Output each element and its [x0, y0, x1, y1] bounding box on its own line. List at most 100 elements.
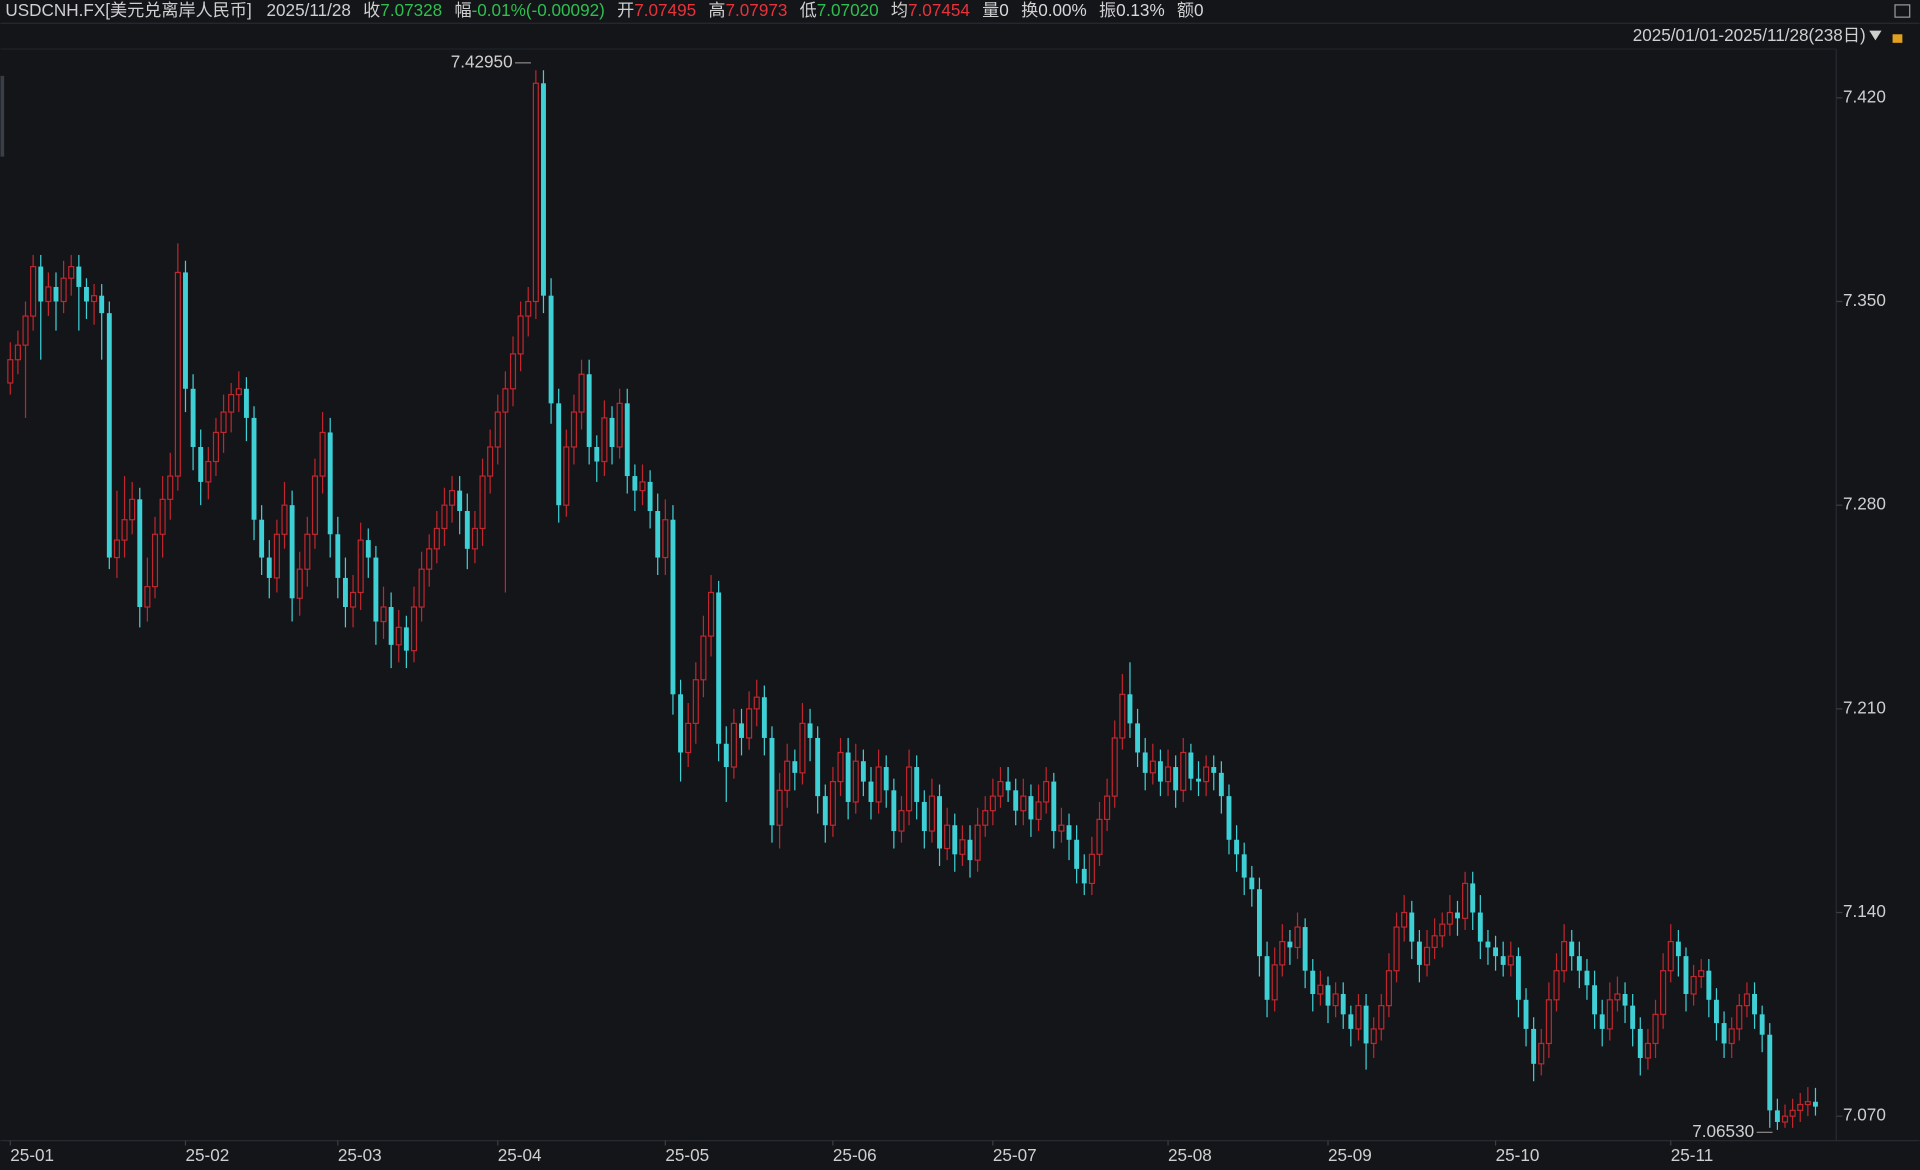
- candle-body: [784, 760, 791, 791]
- candle-body: [281, 504, 288, 535]
- candle-body: [388, 607, 394, 645]
- candle-body: [1439, 923, 1446, 937]
- candle-body: [395, 626, 402, 646]
- field-label: 幅: [454, 0, 471, 20]
- candle-body: [1013, 790, 1019, 811]
- candle-body: [1416, 941, 1422, 965]
- candle-body: [113, 539, 120, 559]
- candle-body: [1051, 781, 1057, 832]
- annotation-label: 7.06530: [1692, 1121, 1754, 1141]
- candle-body: [1058, 824, 1065, 832]
- candle-body: [273, 533, 280, 579]
- candle-body: [121, 519, 128, 541]
- candle-body: [1553, 970, 1560, 1001]
- field-label: 高: [708, 0, 725, 20]
- candle-body: [426, 548, 433, 570]
- candle-body: [1294, 926, 1301, 949]
- candle-body: [753, 696, 760, 710]
- date-range[interactable]: 2025/01/01-2025/11/28(238日): [1633, 25, 1866, 45]
- range-dropdown[interactable]: [1869, 30, 1882, 41]
- candle-body: [373, 557, 379, 622]
- candle-body: [1736, 1005, 1743, 1030]
- candle-body: [898, 810, 905, 832]
- candle-body: [655, 510, 661, 558]
- candle-body: [99, 295, 105, 314]
- candle-body: [174, 271, 181, 477]
- candle-body: [921, 801, 927, 832]
- candle-body: [891, 790, 897, 832]
- candle-body: [1127, 694, 1133, 724]
- candle-body: [837, 751, 844, 783]
- y-tick-label: 7.280: [1843, 494, 1886, 514]
- candle-body: [517, 315, 524, 355]
- candle-body: [914, 767, 920, 802]
- candle-body: [739, 723, 744, 738]
- candle-body: [1523, 999, 1529, 1029]
- candle-body: [1767, 1034, 1773, 1111]
- candle-body: [662, 519, 669, 559]
- candle-body: [159, 498, 166, 535]
- field-value: 7.07328: [380, 0, 442, 20]
- candle-body: [1797, 1103, 1804, 1111]
- candle-body: [190, 388, 196, 447]
- candle-body: [563, 446, 570, 506]
- candle-body: [1355, 1005, 1362, 1030]
- candle-body: [1035, 801, 1042, 821]
- x-tick-label: 25-10: [1496, 1145, 1540, 1165]
- candle-body: [1173, 767, 1179, 791]
- candle-body: [403, 627, 409, 651]
- candle-body: [1157, 761, 1163, 782]
- field-label: 低: [800, 0, 817, 20]
- x-tick-label: 25-07: [993, 1145, 1037, 1165]
- candle-body: [1470, 883, 1476, 913]
- candle-body: [570, 411, 577, 448]
- field-label: 换: [1021, 0, 1038, 20]
- y-tick-label: 7.070: [1843, 1105, 1886, 1125]
- candle-body: [1302, 927, 1308, 971]
- candle-body: [807, 723, 813, 738]
- candle-body: [205, 460, 212, 483]
- candle-body: [632, 476, 638, 491]
- candle-body: [220, 411, 227, 434]
- date: 2025/11/28: [267, 0, 351, 20]
- x-tick-label: 25-06: [833, 1145, 877, 1165]
- candle-body: [1728, 1028, 1735, 1045]
- candle-body: [1774, 1110, 1780, 1123]
- candle-body: [1493, 947, 1499, 957]
- candle-body: [45, 286, 52, 303]
- candle-body: [464, 510, 470, 549]
- candle-body: [1789, 1109, 1796, 1117]
- candle-body: [1241, 854, 1247, 878]
- candle-body: [769, 737, 775, 826]
- candle-body: [235, 388, 242, 396]
- lock-icon[interactable]: [1892, 34, 1903, 43]
- candle-body: [212, 431, 220, 463]
- candle-body: [1348, 1014, 1354, 1029]
- candle-body: [349, 591, 357, 608]
- candle-body: [594, 446, 600, 462]
- candle-body: [144, 586, 151, 608]
- candle-body: [883, 767, 889, 791]
- candle-body: [1164, 766, 1172, 783]
- candle-body: [1462, 882, 1469, 919]
- candle-body: [1196, 778, 1201, 782]
- candle-body: [84, 286, 89, 302]
- candle-body: [68, 265, 75, 279]
- candle-body: [1683, 956, 1689, 994]
- candle-body: [1759, 1014, 1765, 1035]
- candle-body: [906, 766, 913, 812]
- candle-body: [479, 475, 486, 530]
- candle-body: [1622, 993, 1628, 1006]
- candle-body: [53, 286, 59, 302]
- candle-body: [1287, 941, 1293, 948]
- window-icon[interactable]: [1894, 4, 1911, 18]
- candle-body: [829, 780, 836, 826]
- candle-body: [700, 635, 707, 681]
- candle-body: [1211, 767, 1217, 773]
- candle-body: [1111, 737, 1118, 797]
- annotation-label: 7.42950: [451, 51, 513, 71]
- candle-body: [183, 272, 188, 389]
- candle-body: [776, 789, 783, 826]
- candle-body: [1743, 993, 1750, 1007]
- scroll-handle[interactable]: [0, 75, 5, 157]
